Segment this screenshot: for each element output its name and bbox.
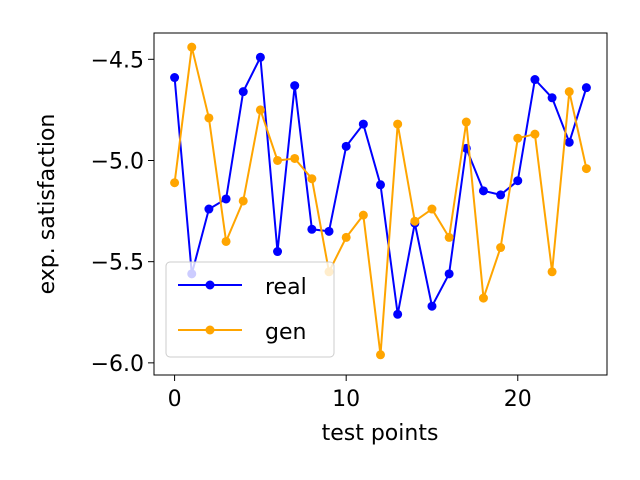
data-point-gen	[410, 216, 420, 226]
series-layer	[170, 42, 591, 360]
x-tick-label: 20	[504, 387, 532, 412]
x-axis-ticks: 0 10 20	[168, 375, 532, 412]
y-tick-label: −5.0	[91, 149, 144, 174]
data-point-gen	[461, 117, 471, 127]
legend-marker-real	[205, 280, 215, 290]
data-point-real	[204, 204, 214, 214]
data-point-gen	[221, 236, 231, 246]
data-point-real	[307, 224, 317, 234]
data-point-gen	[513, 133, 523, 143]
data-point-gen	[238, 196, 248, 206]
x-tick-label: 10	[332, 387, 360, 412]
y-axis-ticks: −6.0 −5.5 −5.0 −4.5	[91, 48, 154, 377]
data-point-real	[221, 194, 231, 204]
data-point-real	[496, 190, 506, 200]
legend: real gen	[165, 261, 335, 358]
data-point-gen	[204, 113, 214, 123]
y-tick-label: −4.5	[91, 48, 144, 73]
legend-label-real: real	[265, 275, 307, 300]
data-point-gen	[273, 155, 283, 165]
data-point-gen	[341, 232, 351, 242]
data-point-gen	[427, 204, 437, 214]
data-point-gen	[547, 267, 557, 277]
data-point-real	[427, 301, 437, 311]
legend-marker-gen	[205, 325, 215, 335]
data-point-real	[170, 73, 180, 83]
data-point-gen	[444, 232, 454, 242]
data-point-real	[324, 226, 334, 236]
data-point-real	[581, 83, 591, 93]
data-point-gen	[564, 87, 574, 97]
data-point-gen	[393, 119, 403, 129]
data-point-gen	[170, 178, 180, 188]
data-point-real	[564, 137, 574, 147]
data-point-real	[238, 87, 248, 97]
x-tick-label: 0	[168, 387, 182, 412]
data-point-gen	[496, 243, 506, 253]
data-point-real	[444, 269, 454, 279]
data-point-real	[530, 75, 540, 85]
data-point-real	[273, 247, 283, 257]
data-point-gen	[530, 129, 540, 139]
data-point-gen	[478, 293, 488, 303]
data-point-gen	[307, 174, 317, 184]
data-point-gen	[255, 105, 265, 115]
data-point-real	[255, 52, 265, 62]
data-point-real	[358, 119, 368, 129]
data-point-gen	[290, 153, 300, 163]
data-point-real	[341, 141, 351, 151]
data-point-real	[478, 186, 488, 196]
x-axis-label: test points	[322, 421, 439, 446]
data-point-real	[290, 81, 300, 91]
legend-label-gen: gen	[265, 320, 306, 345]
data-point-gen	[581, 164, 591, 174]
data-point-real	[376, 180, 385, 190]
data-point-gen	[358, 210, 368, 220]
y-tick-label: −5.5	[91, 251, 144, 276]
data-point-real	[547, 93, 557, 103]
data-point-gen	[187, 42, 197, 52]
y-tick-label: −6.0	[91, 352, 144, 377]
legend-box	[165, 261, 335, 358]
data-point-gen	[376, 350, 385, 360]
data-point-real	[393, 309, 403, 319]
data-point-real	[513, 176, 523, 186]
y-axis-label: exp. satisfaction	[35, 114, 60, 295]
